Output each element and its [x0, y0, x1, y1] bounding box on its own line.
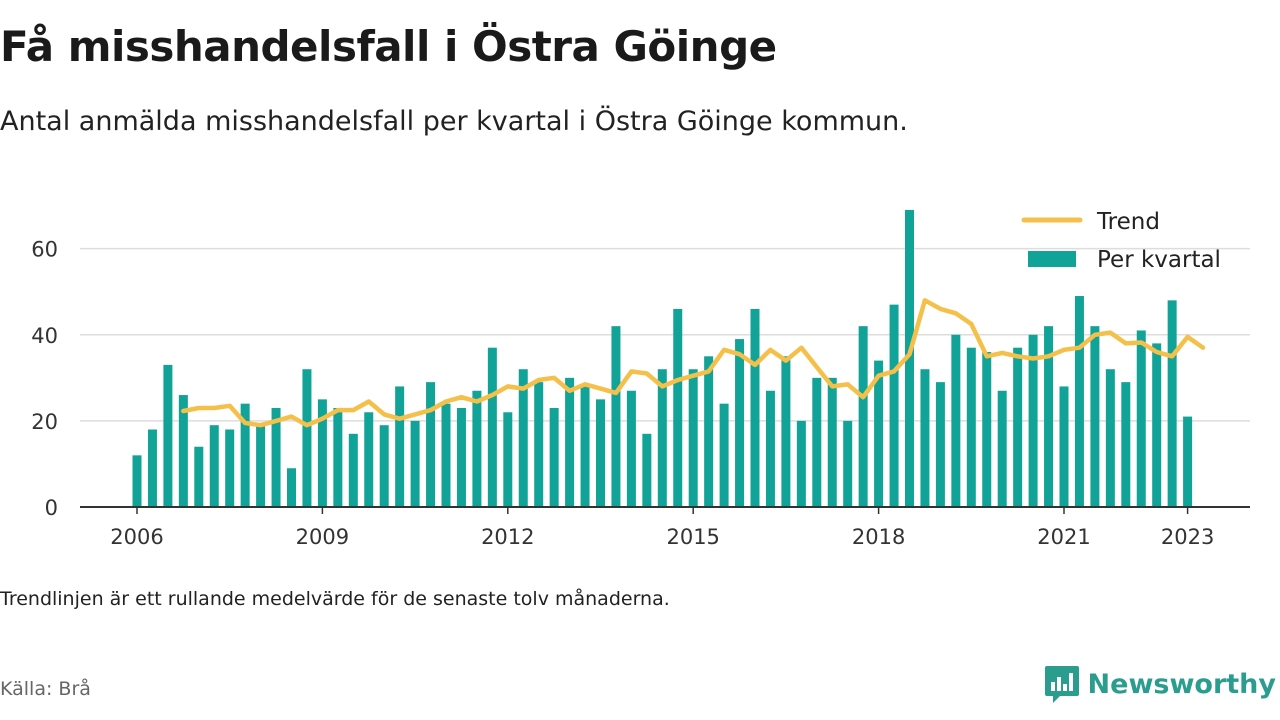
y-tick-label: 0 — [45, 496, 58, 520]
bar — [317, 399, 327, 507]
bar — [827, 377, 837, 507]
bar — [1059, 386, 1069, 507]
bar — [225, 429, 235, 507]
legend: Trend Per kvartal — [1021, 209, 1221, 273]
bar — [534, 382, 544, 507]
bar — [333, 407, 343, 507]
bar — [364, 412, 374, 507]
bar — [1183, 416, 1193, 507]
bar — [966, 347, 976, 507]
chart-title: Få misshandelsfall i Östra Göinge — [0, 22, 777, 71]
bar — [287, 468, 296, 507]
bar — [920, 369, 930, 507]
bar — [1167, 300, 1177, 507]
bar — [750, 308, 760, 507]
bar — [843, 420, 853, 507]
bar — [194, 446, 204, 507]
bar — [1044, 326, 1054, 507]
x-tick-label: 2018 — [852, 525, 905, 549]
bar — [935, 382, 945, 507]
bar — [472, 390, 482, 507]
x-axis: 2006 2009 2012 2015 2018 2021 2023 — [80, 506, 1250, 549]
bar — [1105, 369, 1115, 507]
bar — [611, 326, 621, 507]
bar — [209, 425, 219, 507]
bar — [580, 386, 590, 507]
bar — [410, 420, 420, 507]
bar — [874, 360, 884, 507]
bar — [1090, 326, 1100, 507]
bar — [704, 356, 714, 507]
bar — [565, 377, 575, 507]
bar — [379, 425, 389, 507]
bar — [1121, 382, 1131, 507]
bar — [735, 339, 745, 507]
y-tick-label: 40 — [31, 324, 58, 348]
bar — [1074, 296, 1084, 507]
legend-bar-label: Per kvartal — [1097, 247, 1221, 273]
bar — [905, 209, 914, 507]
bars-per-kvartal — [132, 209, 1193, 507]
bar — [518, 369, 528, 507]
bar — [426, 382, 436, 507]
bar — [982, 352, 992, 507]
bar — [997, 390, 1007, 507]
legend-bar-swatch — [1028, 251, 1076, 267]
bar — [302, 369, 312, 507]
bar — [348, 433, 358, 507]
bar — [271, 407, 281, 507]
bar — [765, 390, 775, 507]
bar — [796, 420, 806, 507]
bar-line-chart: 0 20 40 60 2006 2009 2012 2015 2018 2021 2023 Tre… — [31, 209, 1250, 549]
trend-line — [181, 298, 1206, 428]
bar — [503, 412, 513, 507]
legend-trend-label: Trend — [1096, 209, 1160, 235]
footnote: Trendlinjen är ett rullande medelvärde f… — [0, 588, 670, 610]
bar — [178, 395, 188, 507]
newsworthy-logo-icon — [1044, 666, 1079, 703]
trend-line-group — [181, 298, 1206, 428]
bar — [1028, 334, 1038, 507]
bar — [1152, 343, 1162, 507]
x-tick-label: 2009 — [296, 525, 349, 549]
bar — [781, 356, 791, 507]
bar — [673, 308, 683, 507]
bar — [858, 326, 868, 507]
bar — [951, 334, 961, 507]
bar — [812, 377, 822, 507]
bar — [626, 390, 636, 507]
bar — [240, 403, 250, 507]
brand-logo[interactable]: Newsworthy — [1044, 664, 1276, 704]
bar — [132, 455, 142, 507]
bar — [456, 407, 466, 507]
bar — [395, 386, 405, 507]
x-tick-label: 2023 — [1161, 525, 1214, 549]
bar — [147, 429, 157, 507]
bar — [642, 433, 652, 507]
bar — [549, 407, 559, 507]
x-tick-label: 2012 — [481, 525, 534, 549]
bar — [441, 403, 451, 507]
bar — [256, 425, 266, 507]
x-tick-label: 2006 — [110, 525, 163, 549]
x-tick-label: 2021 — [1037, 525, 1090, 549]
bar — [688, 369, 698, 507]
bar — [889, 304, 899, 507]
bar — [1136, 330, 1146, 507]
chart-subtitle: Antal anmälda misshandelsfall per kvarta… — [0, 106, 908, 137]
y-axis-ticks: 0 20 40 60 — [31, 238, 58, 520]
bar — [596, 399, 605, 507]
x-tick-label: 2015 — [666, 525, 719, 549]
source-label: Källa: Brå — [0, 678, 91, 700]
bar — [657, 369, 667, 507]
bar — [487, 347, 497, 507]
brand-name: Newsworthy — [1087, 668, 1276, 700]
bar — [719, 403, 729, 507]
y-tick-label: 20 — [31, 410, 58, 434]
bar — [1013, 347, 1023, 507]
bar — [163, 364, 173, 507]
y-tick-label: 60 — [31, 238, 58, 262]
